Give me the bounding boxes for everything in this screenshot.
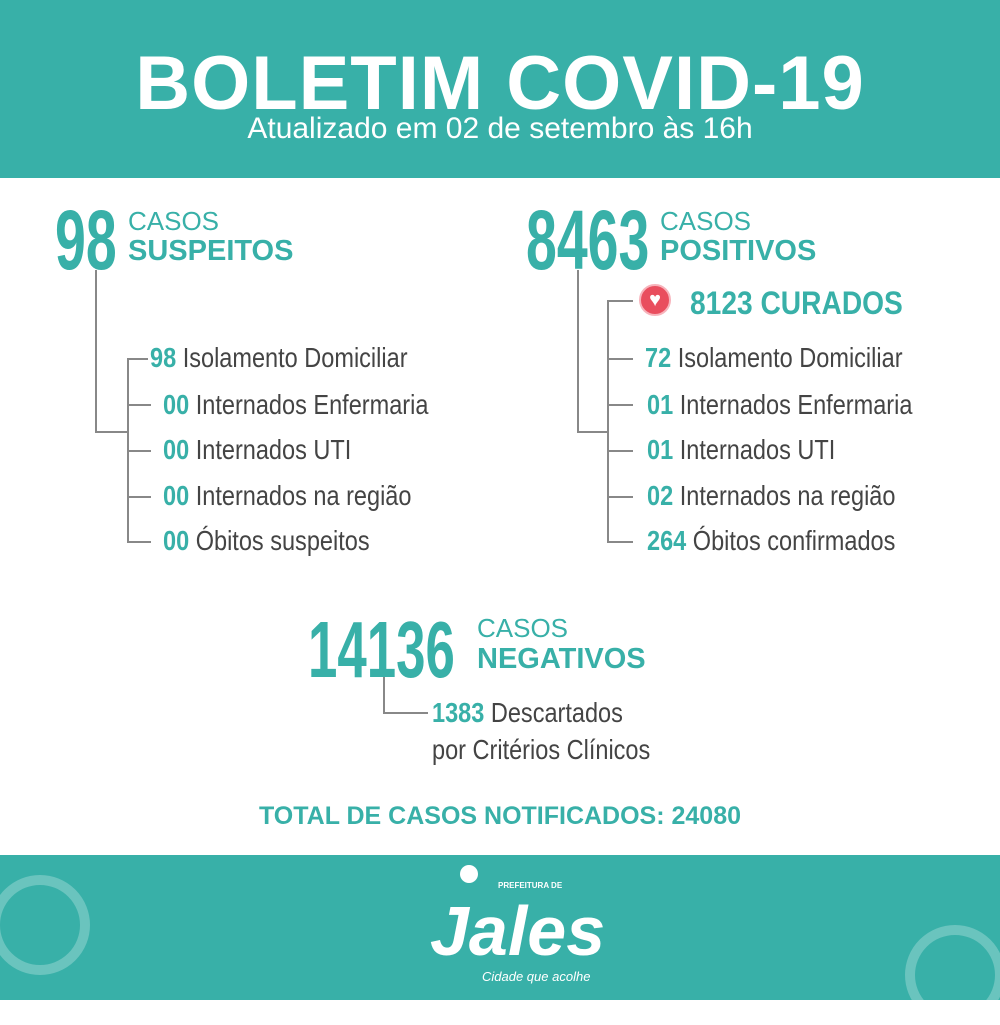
list-item: 00 Internados na região bbox=[163, 480, 412, 511]
tree-line bbox=[127, 541, 151, 543]
tree-line bbox=[607, 541, 633, 543]
positivos-count: 8463 bbox=[526, 193, 650, 287]
curados-count: 8123 CURADOS bbox=[690, 285, 903, 321]
total-notificados: TOTAL DE CASOS NOTIFICADOS: 24080 bbox=[258, 802, 742, 830]
suspeitos-kind-label: SUSPEITOS bbox=[128, 235, 294, 267]
page-subtitle: Atualizado em 02 de setembro às 16h bbox=[247, 112, 753, 145]
jales-logo: PREFEITURA DE Jales Cidade que acolhe bbox=[410, 865, 605, 990]
tree-line bbox=[577, 270, 579, 432]
list-item: 02 Internados na região bbox=[647, 480, 896, 511]
list-item: 00 Óbitos suspeitos bbox=[163, 525, 370, 556]
tree-line bbox=[127, 496, 151, 498]
tree-line bbox=[95, 431, 127, 433]
logo-tagline: Cidade que acolhe bbox=[482, 969, 591, 984]
logo-dot bbox=[460, 865, 478, 883]
list-item: 98 Isolamento Domiciliar bbox=[150, 342, 408, 373]
heart-icon: ♥ bbox=[639, 284, 671, 316]
list-item: 264 Óbitos confirmados bbox=[647, 525, 896, 556]
tree-line bbox=[95, 270, 97, 432]
footer: PREFEITURA DE Jales Cidade que acolhe bbox=[0, 855, 1000, 1025]
positivos-casos-label: CASOS bbox=[660, 206, 752, 236]
positivos-kind-label: POSITIVOS bbox=[660, 235, 817, 267]
virus-icon bbox=[0, 875, 90, 975]
list-item-continuation: por Critérios Clínicos bbox=[432, 734, 651, 765]
tree-line bbox=[127, 450, 151, 452]
suspeitos-count: 98 bbox=[55, 193, 117, 287]
negativos-count: 14136 bbox=[308, 605, 455, 694]
tree-line bbox=[607, 404, 633, 406]
list-item: 00 Internados UTI bbox=[163, 434, 352, 465]
tree-line bbox=[127, 404, 151, 406]
tree-line bbox=[607, 358, 633, 360]
tree-line bbox=[607, 450, 633, 452]
tree-line bbox=[383, 677, 385, 713]
virus-icon bbox=[905, 925, 1000, 1025]
page-title: BOLETIM COVID-19 bbox=[135, 41, 865, 126]
negativos-casos-label: CASOS bbox=[477, 613, 569, 643]
tree-line bbox=[607, 300, 609, 542]
negativos-kind-label: NEGATIVOS bbox=[477, 643, 646, 675]
tree-line bbox=[127, 358, 148, 360]
tree-line bbox=[607, 496, 633, 498]
logo-top-text: PREFEITURA DE bbox=[498, 881, 563, 890]
suspeitos-casos-label: CASOS bbox=[128, 206, 220, 236]
list-item: 00 Internados Enfermaria bbox=[163, 389, 429, 420]
tree-line bbox=[577, 431, 607, 433]
header: BOLETIM COVID-19 Atualizado em 02 de set… bbox=[0, 0, 1000, 178]
list-item: 72 Isolamento Domiciliar bbox=[645, 342, 903, 373]
list-item: 1383 Descartados bbox=[432, 697, 623, 728]
list-item: 01 Internados Enfermaria bbox=[647, 389, 913, 420]
logo-name: Jales bbox=[430, 892, 606, 970]
tree-line bbox=[607, 300, 633, 302]
list-item: 01 Internados UTI bbox=[647, 434, 836, 465]
tree-line bbox=[383, 712, 428, 714]
